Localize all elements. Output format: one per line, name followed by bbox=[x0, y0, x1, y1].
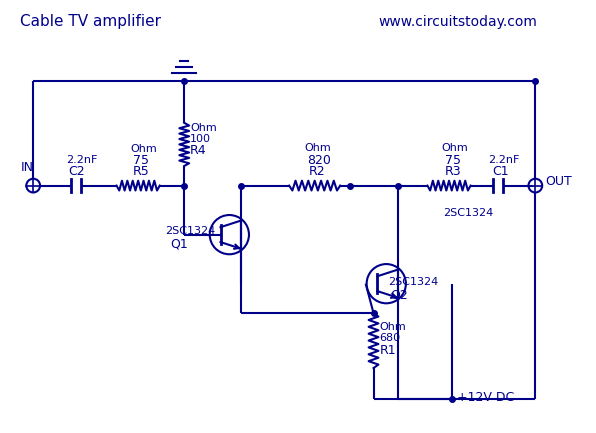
Text: Q2: Q2 bbox=[390, 289, 408, 302]
Text: Ohm: Ohm bbox=[305, 143, 331, 153]
Text: Ohm: Ohm bbox=[131, 144, 157, 154]
Text: 820: 820 bbox=[307, 154, 331, 167]
Text: 2SC1324: 2SC1324 bbox=[166, 226, 216, 236]
Text: www.circuitstoday.com: www.circuitstoday.com bbox=[378, 15, 538, 29]
Text: 2.2nF: 2.2nF bbox=[67, 155, 98, 165]
Text: 100: 100 bbox=[190, 133, 211, 143]
Text: Ohm: Ohm bbox=[380, 322, 406, 332]
Text: IN: IN bbox=[20, 162, 33, 174]
Text: Cable TV amplifier: Cable TV amplifier bbox=[20, 14, 162, 29]
Text: Ohm: Ohm bbox=[190, 123, 217, 133]
Text: 75: 75 bbox=[134, 154, 149, 167]
Text: R4: R4 bbox=[190, 144, 207, 157]
Text: OUT: OUT bbox=[545, 175, 572, 188]
Text: 75: 75 bbox=[445, 154, 461, 167]
Text: R2: R2 bbox=[309, 165, 325, 178]
Text: 2.2nF: 2.2nF bbox=[488, 155, 520, 165]
Text: R5: R5 bbox=[134, 165, 150, 178]
Text: R3: R3 bbox=[445, 165, 462, 178]
Text: Ohm: Ohm bbox=[441, 143, 468, 153]
Text: 2SC1324: 2SC1324 bbox=[443, 208, 493, 218]
Text: C2: C2 bbox=[69, 165, 85, 178]
Text: C1: C1 bbox=[492, 165, 509, 178]
Text: Q1: Q1 bbox=[170, 238, 188, 251]
Text: 2SC1324: 2SC1324 bbox=[388, 277, 439, 287]
Text: 680: 680 bbox=[380, 333, 401, 343]
Text: +12V DC: +12V DC bbox=[457, 391, 514, 404]
Text: R1: R1 bbox=[380, 344, 396, 357]
